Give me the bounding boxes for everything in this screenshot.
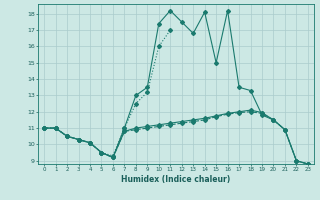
X-axis label: Humidex (Indice chaleur): Humidex (Indice chaleur) (121, 175, 231, 184)
